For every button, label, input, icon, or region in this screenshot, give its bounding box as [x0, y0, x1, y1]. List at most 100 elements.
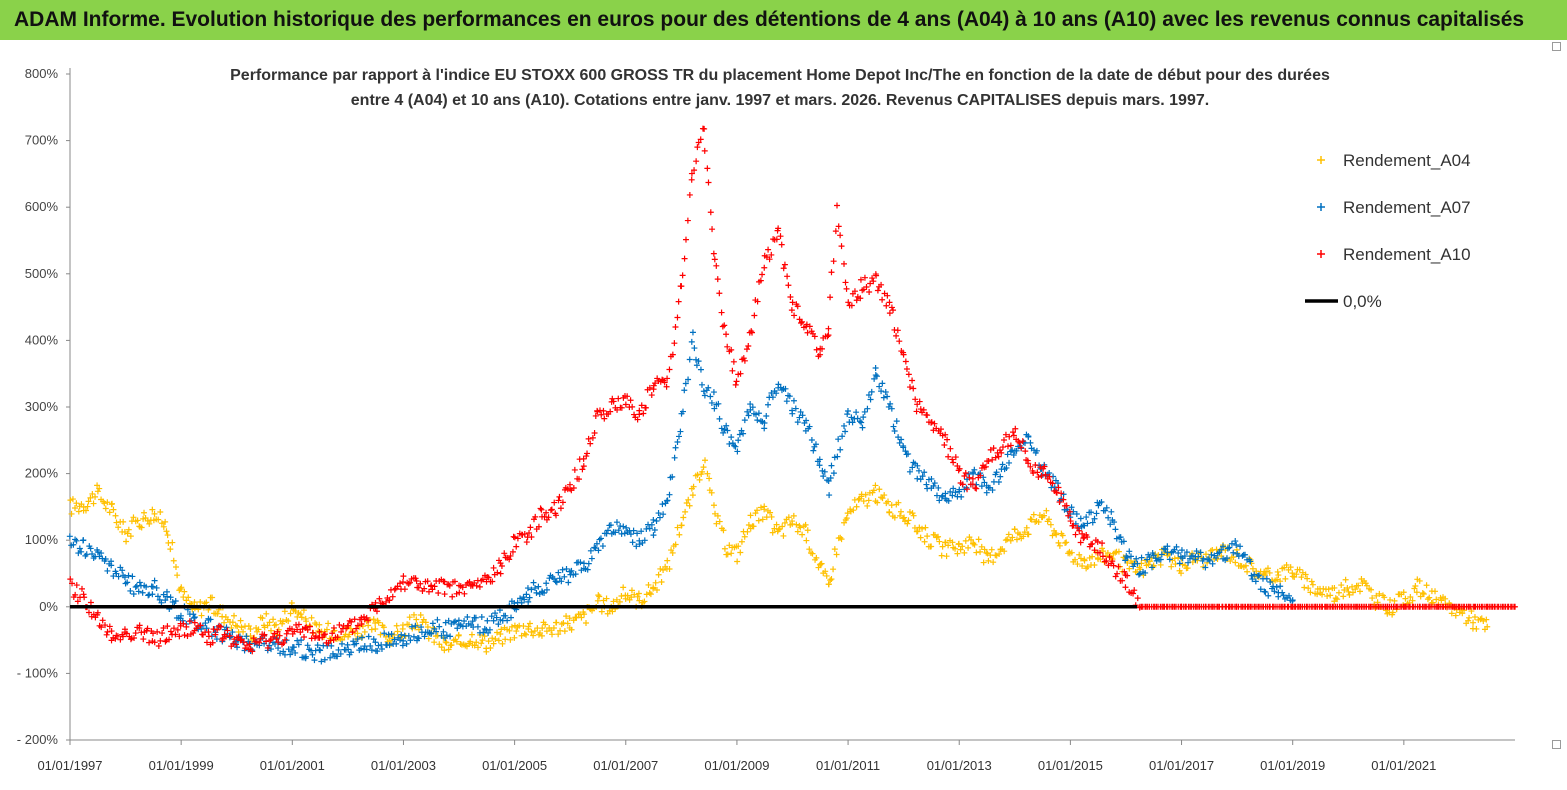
data-point-Rendement_A07 [372, 639, 379, 646]
data-point-Rendement_A04 [945, 542, 952, 549]
data-point-Rendement_A10 [1041, 463, 1048, 470]
legend-label: Rendement_A04 [1343, 151, 1471, 170]
data-point-Rendement_A10 [832, 228, 839, 235]
data-point-Rendement_A07 [130, 590, 137, 597]
data-point-Rendement_A07 [888, 405, 895, 412]
resize-handle-top-right[interactable] [1552, 42, 1561, 51]
data-point-Rendement_A07 [94, 549, 101, 556]
data-point-Rendement_A10 [210, 626, 217, 633]
data-point-Rendement_A10 [853, 297, 860, 304]
data-point-Rendement_A07 [999, 461, 1006, 468]
data-point-Rendement_A04 [1009, 534, 1016, 541]
data-point-Rendement_A07 [359, 634, 366, 641]
data-point-Rendement_A07 [868, 388, 875, 395]
data-point-Rendement_A07 [474, 623, 481, 630]
data-point-Rendement_A07 [593, 540, 600, 547]
data-point-Rendement_A07 [268, 646, 275, 653]
data-point-Rendement_A07 [970, 470, 977, 477]
resize-handle-bottom-right[interactable] [1552, 740, 1561, 749]
data-point-Rendement_A07 [158, 599, 165, 606]
data-point-Rendement_A10 [598, 411, 605, 418]
data-point-Rendement_A07 [1195, 553, 1202, 560]
data-point-Rendement_A07 [726, 440, 733, 447]
x-tick-label: 01/01/2011 [816, 758, 880, 773]
data-point-Rendement_A07 [160, 591, 167, 598]
data-point-Rendement_A07 [634, 530, 641, 537]
data-point-Rendement_A07 [749, 404, 756, 411]
data-point-Rendement_A10 [87, 599, 94, 606]
data-point-Rendement_A10 [977, 472, 984, 479]
data-point-Rendement_A04 [149, 506, 156, 513]
data-point-Rendement_A04 [1283, 561, 1290, 568]
data-point-Rendement_A07 [110, 573, 117, 580]
data-point-Rendement_A10 [825, 332, 832, 339]
data-point-Rendement_A04 [1084, 563, 1091, 570]
data-point-Rendement_A04 [744, 528, 751, 535]
data-point-Rendement_A07 [143, 583, 150, 590]
data-point-Rendement_A04 [1369, 595, 1376, 602]
data-point-Rendement_A04 [977, 548, 984, 555]
data-point-Rendement_A07 [812, 441, 819, 448]
data-point-Rendement_A10 [1076, 527, 1083, 534]
data-point-Rendement_A10 [1063, 502, 1070, 509]
data-point-Rendement_A04 [158, 520, 165, 527]
data-point-Rendement_A04 [124, 530, 131, 537]
data-point-Rendement_A10 [329, 630, 336, 637]
data-point-Rendement_A07 [638, 528, 645, 535]
data-point-Rendement_A07 [136, 579, 143, 586]
data-point-Rendement_A04 [1341, 586, 1348, 593]
data-point-Rendement_A04 [870, 487, 877, 494]
data-point-Rendement_A10 [1018, 444, 1025, 451]
data-point-Rendement_A04 [790, 512, 797, 519]
data-point-Rendement_A04 [203, 599, 210, 606]
data-point-Rendement_A07 [755, 410, 762, 417]
data-point-Rendement_A04 [109, 500, 116, 507]
data-point-Rendement_A10 [117, 636, 124, 643]
data-point-Rendement_A04 [708, 489, 715, 496]
data-point-Rendement_A04 [919, 525, 926, 532]
data-point-Rendement_A07 [408, 623, 415, 630]
data-point-Rendement_A10 [514, 535, 521, 542]
data-point-Rendement_A10 [893, 332, 900, 339]
data-point-Rendement_A10 [73, 582, 80, 589]
data-point-Rendement_A10 [609, 395, 616, 402]
data-point-Rendement_A04 [603, 595, 610, 602]
data-point-Rendement_A10 [132, 630, 139, 637]
data-point-Rendement_A10 [413, 578, 420, 585]
data-point-Rendement_A10 [345, 622, 352, 629]
legend-label: Rendement_A10 [1343, 245, 1471, 264]
data-point-Rendement_A04 [624, 592, 631, 599]
data-point-Rendement_A07 [337, 650, 344, 657]
data-point-Rendement_A04 [598, 608, 605, 615]
data-point-Rendement_A10 [334, 634, 341, 641]
data-point-Rendement_A07 [893, 418, 900, 425]
data-point-Rendement_A07 [223, 624, 230, 631]
data-point-Rendement_A04 [543, 628, 550, 635]
data-point-Rendement_A07 [1006, 459, 1013, 466]
data-point-Rendement_A10 [154, 628, 161, 635]
data-point-Rendement_A10 [894, 327, 901, 334]
y-tick-label: 500% [25, 266, 59, 281]
data-point-Rendement_A10 [711, 256, 718, 263]
report-banner: ADAM Informe. Evolution historique des p… [0, 0, 1567, 40]
data-point-Rendement_A10 [842, 279, 849, 286]
data-point-Rendement_A04 [1145, 561, 1152, 568]
data-point-Rendement_A10 [691, 167, 698, 174]
data-point-Rendement_A07 [585, 560, 592, 567]
data-point-Rendement_A10 [1106, 553, 1113, 560]
data-point-Rendement_A07 [526, 594, 533, 601]
data-point-Rendement_A07 [76, 545, 83, 552]
data-point-Rendement_A04 [1266, 569, 1273, 576]
legend-plus-icon [1317, 203, 1325, 211]
data-point-Rendement_A10 [338, 628, 345, 635]
data-point-Rendement_A10 [1109, 558, 1116, 565]
data-point-Rendement_A04 [445, 646, 452, 653]
data-point-Rendement_A10 [1027, 463, 1034, 470]
data-point-Rendement_A04 [393, 622, 400, 629]
data-point-Rendement_A07 [747, 401, 754, 408]
data-point-Rendement_A07 [357, 645, 364, 652]
data-point-Rendement_A10 [629, 403, 636, 410]
data-point-Rendement_A07 [543, 580, 550, 587]
data-point-Rendement_A04 [1007, 537, 1014, 544]
data-point-Rendement_A10 [553, 512, 560, 519]
